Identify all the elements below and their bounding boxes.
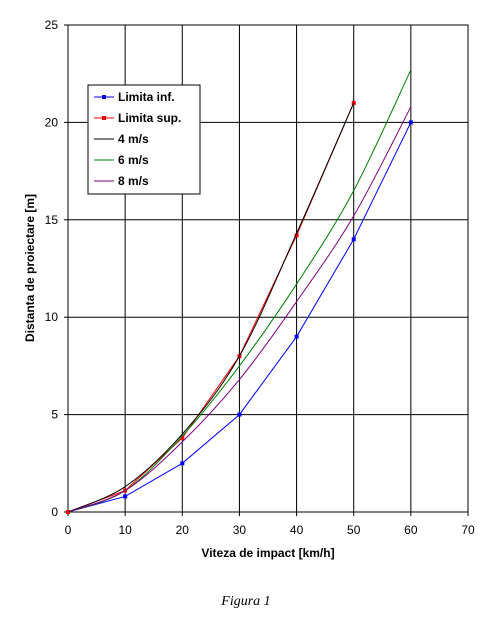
legend-marker xyxy=(102,95,106,99)
data-point-limita-sup xyxy=(351,100,356,105)
x-tick-label: 20 xyxy=(176,523,190,537)
legend-marker xyxy=(102,116,106,120)
legend-label: 8 m/s xyxy=(118,174,149,188)
data-point-limita-inf xyxy=(180,461,185,466)
x-tick-label: 0 xyxy=(65,523,72,537)
series-group xyxy=(66,69,413,514)
y-tick-label: 15 xyxy=(45,213,59,227)
data-point-limita-inf xyxy=(294,334,299,339)
y-axis-title: Distanta de proiectare [m] xyxy=(23,194,37,342)
y-tick-label: 25 xyxy=(45,18,59,32)
series-line-4-m-s xyxy=(67,102,355,513)
series-line-8-m-s xyxy=(67,106,412,513)
y-tick-label: 20 xyxy=(45,115,59,129)
legend-label: 4 m/s xyxy=(118,132,149,146)
x-axis-title: Viteza de impact [km/h] xyxy=(201,546,334,560)
figure-caption: Figura 1 xyxy=(221,594,271,609)
x-tick-label: 70 xyxy=(461,523,475,537)
data-point-limita-sup xyxy=(180,435,185,440)
data-point-limita-inf xyxy=(237,412,242,417)
y-axis-ticks: 0 5 10 15 20 25 xyxy=(45,18,68,519)
legend-label: Limita inf. xyxy=(118,90,175,104)
legend-label: Limita sup. xyxy=(118,111,181,125)
legend-label: 6 m/s xyxy=(118,153,149,167)
x-tick-label: 50 xyxy=(347,523,361,537)
y-tick-label: 5 xyxy=(51,408,58,422)
x-tick-label: 60 xyxy=(404,523,418,537)
x-tick-label: 40 xyxy=(290,523,304,537)
line-chart: 0 10 20 30 40 50 60 70 0 5 10 15 20 25 Viteza de imp… xyxy=(23,18,475,560)
data-point-limita-inf xyxy=(408,120,413,125)
x-tick-label: 30 xyxy=(233,523,247,537)
data-point-limita-inf xyxy=(123,494,128,499)
y-tick-label: 10 xyxy=(45,310,59,324)
x-tick-label: 10 xyxy=(118,523,132,537)
y-tick-label: 0 xyxy=(51,505,58,519)
x-axis-ticks: 0 10 20 30 40 50 60 70 xyxy=(65,512,475,537)
data-point-limita-sup xyxy=(294,233,299,238)
legend: Limita inf. Limita sup. 4 m/s 6 m/s 8 m/s xyxy=(87,84,201,195)
data-point-limita-inf xyxy=(351,237,356,242)
